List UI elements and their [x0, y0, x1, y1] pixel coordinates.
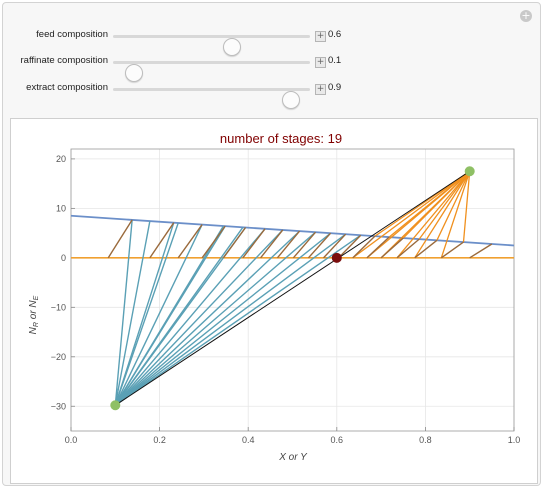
- plot-frame: [70, 148, 515, 432]
- tie-line: [338, 234, 362, 259]
- x-tick-label: 0.4: [242, 435, 255, 445]
- tie-line: [149, 222, 175, 259]
- raffinate-composition-plus-icon[interactable]: +: [315, 57, 326, 68]
- extract-curve: [70, 214, 515, 247]
- operating-line: [114, 224, 203, 406]
- construction-line: [396, 170, 471, 259]
- x-tick-label: 0.6: [331, 435, 344, 445]
- construction-line: [388, 170, 471, 238]
- feed-composition-thumb[interactable]: [223, 38, 242, 56]
- x-tick-label: 1.0: [508, 435, 521, 445]
- extract-composition-plus-icon[interactable]: +: [315, 84, 326, 95]
- tie-line: [414, 239, 438, 259]
- operating-line: [114, 230, 301, 406]
- tie-line: [292, 231, 317, 259]
- tie-line: [380, 237, 404, 259]
- extract-composition-thumb[interactable]: [282, 91, 301, 109]
- tie-line: [352, 235, 376, 259]
- stage-chart: 0.0 0.2 0.4 0.6 0.8 1.0 20 10 0 −10 −20 −30 number …: [28, 131, 521, 463]
- plot-area: 0.0 0.2 0.4 0.6 0.8 1.0 20 10 0 −10 −20 −30 number …: [10, 118, 538, 484]
- operating-line: [114, 220, 151, 406]
- construction-line: [418, 170, 471, 240]
- tie-line: [107, 219, 133, 259]
- tie-line: [366, 236, 390, 259]
- feed-composition-control: feed composition + 0.6: [3, 25, 423, 56]
- feed-composition-plus-icon[interactable]: +: [315, 31, 326, 42]
- operating-line: [114, 222, 175, 406]
- raffinate-composition-slider[interactable]: [113, 61, 310, 82]
- chart-marks: [70, 166, 515, 411]
- tie-line: [222, 227, 247, 259]
- tie-line: [260, 229, 284, 259]
- tie-line: [177, 224, 203, 259]
- tie-line: [242, 228, 266, 259]
- construction-line: [462, 171, 471, 243]
- y-axis-label: NR or NE: [28, 295, 40, 334]
- construction-line: [352, 170, 471, 259]
- operating-line: [114, 219, 133, 406]
- x-tick-label: 0.2: [153, 435, 166, 445]
- delta-plus-point: [464, 166, 475, 177]
- manipulate-panel: + feed composition + 0.6 raffinate compo…: [2, 2, 541, 486]
- y-tick-label: 0: [61, 253, 66, 263]
- tie-line: [469, 243, 493, 259]
- operating-line: [114, 229, 284, 406]
- operating-line: [114, 234, 362, 406]
- operating-line: [114, 231, 316, 406]
- feed-point: [331, 252, 342, 263]
- tie-line: [440, 241, 464, 259]
- operating-line: [114, 228, 266, 406]
- construction-line: [414, 170, 471, 259]
- x-tick-label: 0.0: [65, 435, 78, 445]
- feed-composition-label: feed composition: [36, 29, 108, 40]
- construction-line: [402, 170, 471, 239]
- raffinate-composition-control: raffinate composition + 0.1: [3, 51, 423, 82]
- tie-line: [201, 225, 226, 259]
- operating-line: [114, 222, 179, 406]
- construction-line: [436, 170, 471, 241]
- y-tick-label: −10: [51, 302, 66, 312]
- y-tick-label: −30: [51, 401, 66, 411]
- extract-composition-control: extract composition + 0.9: [3, 78, 423, 109]
- tie-line: [307, 232, 332, 259]
- extract-composition-label: extract composition: [26, 82, 108, 93]
- tie-line: [276, 230, 301, 259]
- raffinate-composition-value: 0.1: [328, 55, 342, 66]
- y-tick-label: −20: [51, 352, 66, 362]
- operating-line: [114, 225, 224, 406]
- delta-minus-point: [110, 400, 121, 411]
- y-tick-label: 10: [56, 203, 66, 213]
- feed-composition-value: 0.6: [328, 29, 342, 40]
- x-axis-label: X or Y: [278, 452, 308, 463]
- y-tick-label: 20: [56, 154, 66, 164]
- options-plus-icon[interactable]: +: [520, 9, 532, 22]
- raffinate-composition-thumb[interactable]: [124, 64, 143, 82]
- operating-line: [114, 233, 347, 406]
- tie-line: [322, 233, 347, 259]
- balance-line: [115, 170, 470, 406]
- feed-composition-slider[interactable]: [113, 35, 310, 56]
- tie-line: [396, 238, 420, 259]
- extract-composition-slider[interactable]: [113, 88, 310, 109]
- x-tick-label: 0.8: [419, 435, 432, 445]
- raffinate-composition-label: raffinate composition: [20, 55, 109, 66]
- operating-line: [114, 226, 244, 406]
- chart-title: number of stages: 19: [220, 131, 342, 146]
- construction-line: [440, 171, 471, 259]
- operating-line: [114, 232, 332, 406]
- axes: 0.0 0.2 0.4 0.6 0.8 1.0 20 10 0 −10 −20 −30: [51, 148, 521, 445]
- extract-composition-value: 0.9: [328, 82, 342, 93]
